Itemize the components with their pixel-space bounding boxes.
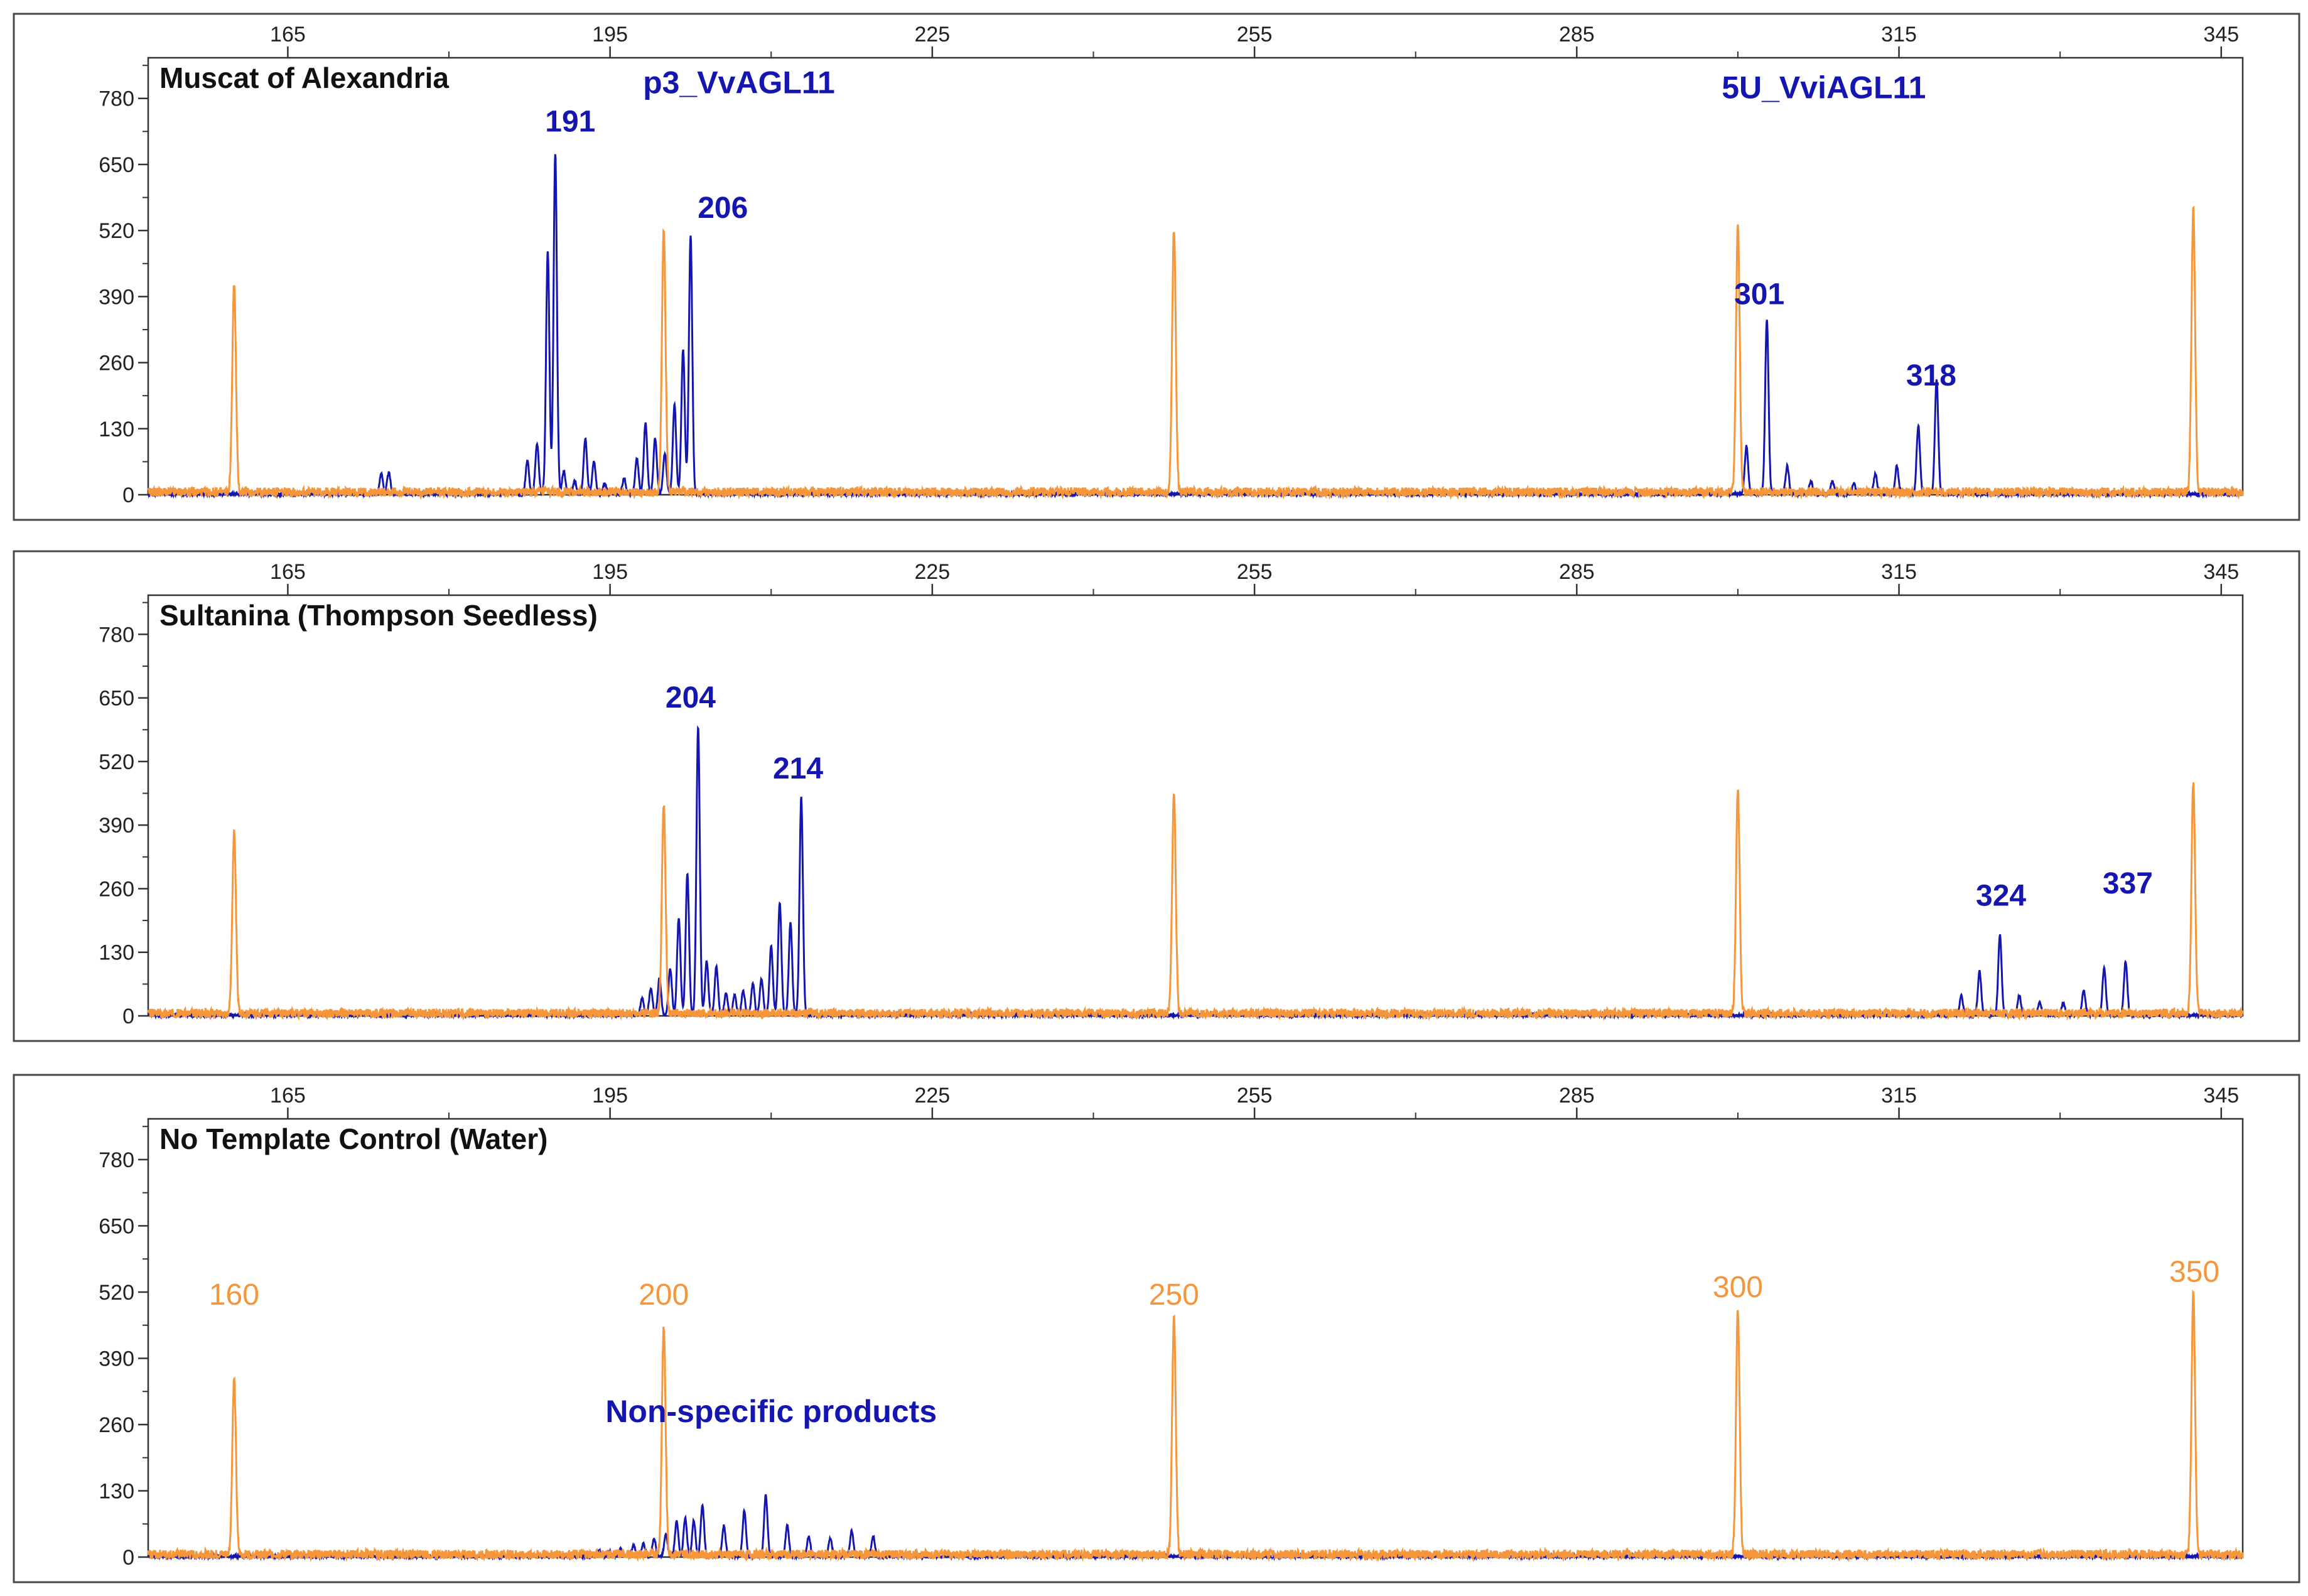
panel-title: Muscat of Alexandria: [159, 62, 449, 94]
ladder-size-label: 350: [2169, 1256, 2219, 1289]
y-tick-label: 390: [99, 285, 134, 309]
y-tick-label: 650: [99, 687, 134, 711]
y-tick-label: 0: [122, 1005, 134, 1028]
peak-annotation: 318: [1906, 359, 1956, 392]
y-tick-label: 520: [99, 1281, 134, 1305]
ladder-size-label: 160: [209, 1278, 259, 1312]
y-tick-label: 780: [99, 1148, 134, 1172]
y-tick-label: 130: [99, 941, 134, 965]
y-tick-label: 130: [99, 1479, 134, 1503]
x-tick-label: 195: [592, 1084, 628, 1108]
x-tick-label: 315: [1881, 23, 1917, 46]
y-tick-label: 650: [99, 153, 134, 177]
panel-title: Sultanina (Thompson Seedless): [159, 599, 598, 632]
ladder-trace-line: [147, 1289, 2244, 1563]
x-tick-label: 255: [1237, 23, 1273, 46]
y-tick-label: 260: [99, 1413, 134, 1437]
peak-annotation: 191: [545, 105, 595, 138]
x-tick-label: 315: [1881, 560, 1917, 584]
x-tick-label: 195: [592, 23, 628, 46]
peak-annotation: 324: [1976, 880, 2026, 913]
y-tick-label: 520: [99, 750, 134, 774]
ladder-trace-line: [147, 782, 2244, 1022]
x-tick-label: 345: [2203, 23, 2239, 46]
y-tick-label: 390: [99, 1347, 134, 1371]
y-tick-label: 260: [99, 877, 134, 901]
peak-annotation: 5U_VviAGL11: [1722, 70, 1926, 105]
x-tick-label: 255: [1237, 560, 1273, 584]
ladder-trace-line: [147, 205, 2244, 500]
panel-muscat: 165 195 225 255 285 315 345 0 130 260 390 520 650 780…: [13, 13, 2300, 521]
ladder-size-label: 250: [1149, 1278, 1199, 1312]
x-tick-label: 165: [270, 560, 306, 584]
peak-annotation: 301: [1734, 278, 1784, 311]
y-tick-label: 780: [99, 87, 134, 111]
x-tick-label: 285: [1559, 23, 1595, 46]
series-ladder: [147, 205, 2244, 500]
x-tick-label: 285: [1559, 560, 1595, 584]
series-ladder: [147, 1289, 2244, 1563]
y-tick-label: 260: [99, 352, 134, 375]
series-ladder: [147, 782, 2244, 1022]
x-tick-label: 225: [914, 1084, 950, 1108]
y-tick-label: 390: [99, 814, 134, 838]
panel-frame: [13, 550, 2300, 1042]
x-tick-label: 345: [2203, 560, 2239, 584]
peak-annotation: 204: [666, 681, 716, 714]
x-tick-label: 165: [270, 23, 306, 46]
x-tick-label: 165: [270, 1084, 306, 1108]
y-tick-label: 650: [99, 1214, 134, 1238]
peak-annotation: Non-specific products: [605, 1394, 937, 1429]
peak-annotation: 206: [698, 191, 748, 225]
panel-ntc: 165 195 225 255 285 315 345 0 130 260 390 520 650 780…: [13, 1074, 2300, 1583]
x-tick-label: 285: [1559, 1084, 1595, 1108]
y-tick-label: 0: [122, 483, 134, 507]
x-tick-label: 315: [1881, 1084, 1917, 1108]
x-tick-label: 345: [2203, 1084, 2239, 1108]
panel-title: No Template Control (Water): [159, 1123, 547, 1155]
peak-annotation: p3_VvAGL11: [643, 65, 835, 100]
ladder-size-label: 300: [1713, 1271, 1763, 1304]
x-tick-label: 225: [914, 23, 950, 46]
peak-annotation: 214: [773, 752, 823, 785]
y-tick-label: 520: [99, 219, 134, 243]
y-tick-label: 780: [99, 623, 134, 647]
ladder-size-label: 200: [639, 1278, 689, 1312]
y-tick-label: 0: [122, 1546, 134, 1570]
peak-annotation: 337: [2103, 867, 2153, 900]
x-tick-label: 225: [914, 560, 950, 584]
x-tick-label: 195: [592, 560, 628, 584]
y-tick-label: 130: [99, 418, 134, 441]
panel-frame: [13, 1074, 2300, 1583]
x-tick-label: 255: [1237, 1084, 1273, 1108]
panel-sultanina: 165 195 225 255 285 315 345 0 130 260 390 520 650 780…: [13, 550, 2300, 1042]
